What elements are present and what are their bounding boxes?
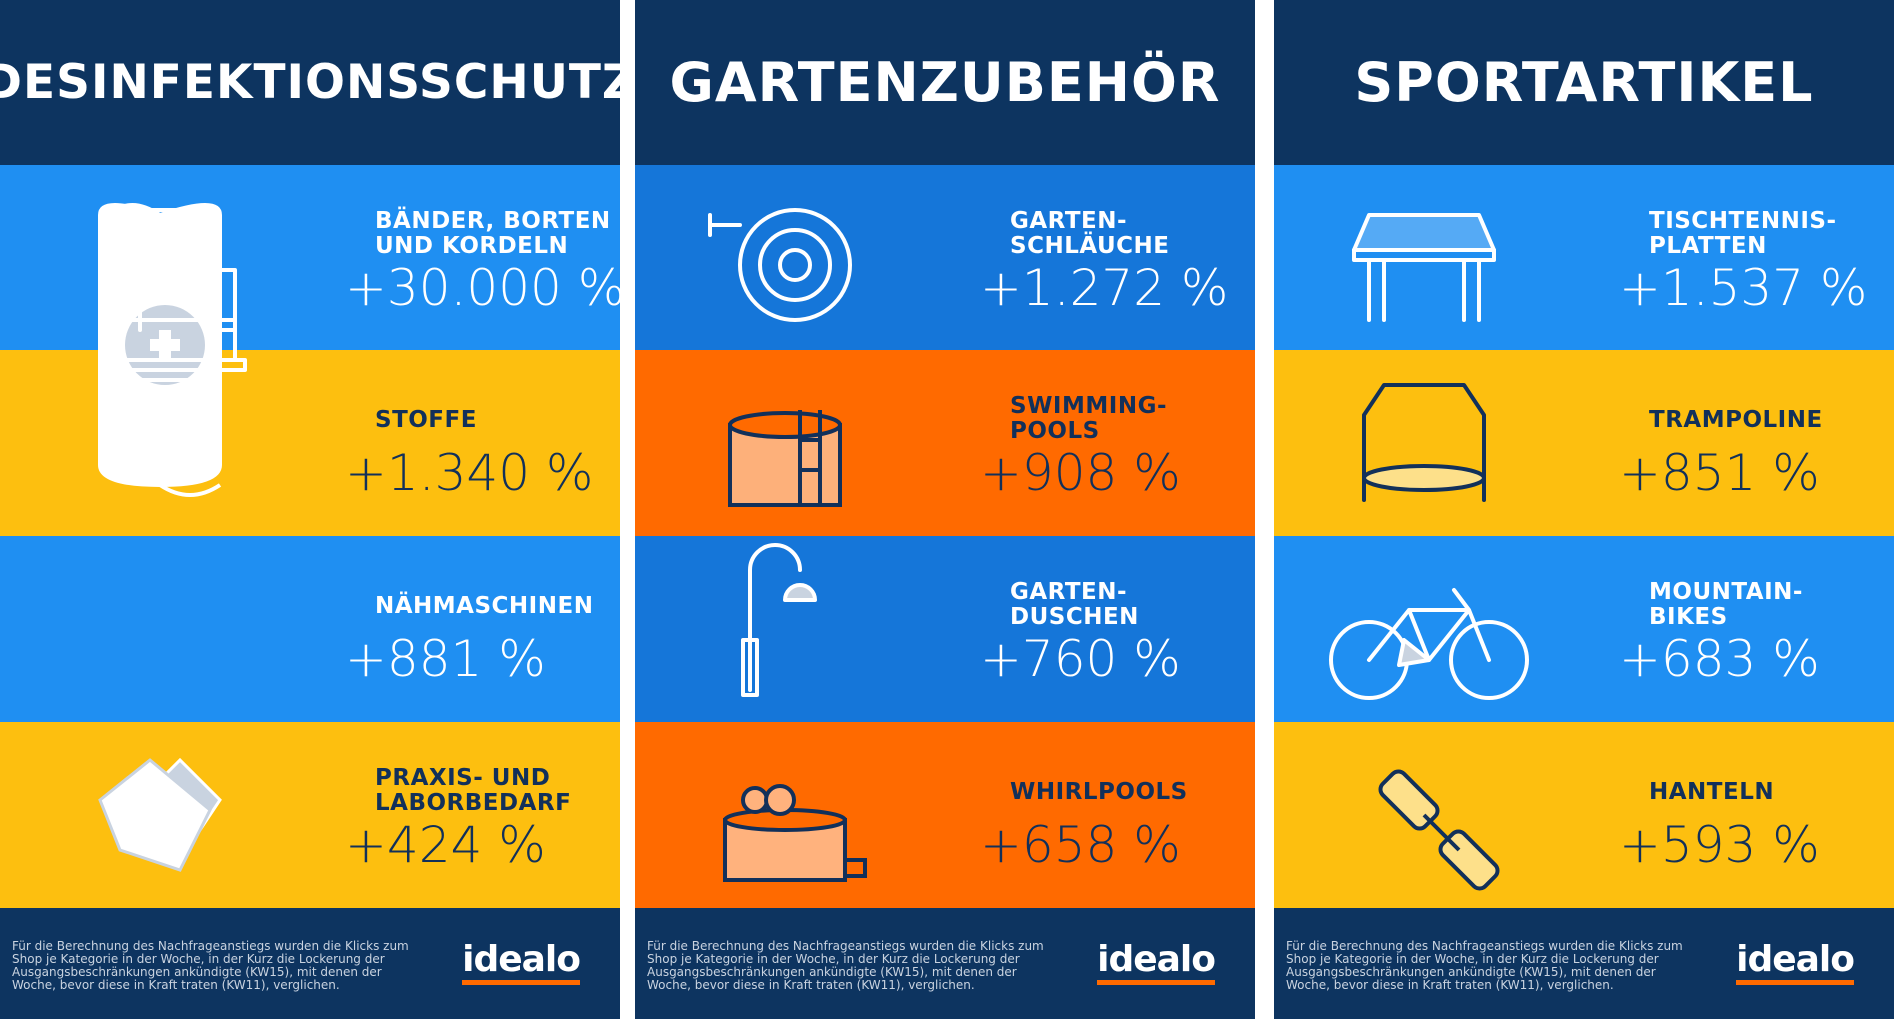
growth-value: +683 % bbox=[1619, 630, 1820, 688]
panel: SPORTARTIKEL TISCHTENNIS- PLATTEN +1.537 %… bbox=[1274, 0, 1894, 1019]
category-row: PRAXIS- UND LABORBEDARF +424 % bbox=[0, 722, 620, 908]
growth-value: +424 % bbox=[345, 816, 546, 874]
panel: DESINFEKTIONSSCHUTZ BÄNDER, BORTEN UND KO… bbox=[0, 0, 620, 1019]
category-label: GARTEN- SCHLÄUCHE bbox=[1010, 208, 1170, 259]
category-label: GARTEN- DUSCHEN bbox=[1010, 579, 1139, 630]
category-row: HANTELN +593 % bbox=[1274, 722, 1894, 908]
growth-value: +1.537 % bbox=[1619, 259, 1868, 317]
growth-value: +1.340 % bbox=[345, 444, 594, 502]
category-label: STOFFE bbox=[375, 407, 477, 433]
footnote: Für die Berechnung des Nachfrageanstiegs… bbox=[1286, 939, 1683, 992]
logo: idealo bbox=[1736, 940, 1855, 985]
growth-value: +1.272 % bbox=[980, 259, 1229, 317]
category-label: PRAXIS- UND LABORBEDARF bbox=[375, 765, 572, 816]
category-row: NÄHMASCHINEN +881 % bbox=[0, 536, 620, 722]
panel-title: SPORTARTIKEL bbox=[1354, 51, 1814, 114]
logo: idealo bbox=[462, 940, 581, 985]
growth-value: +851 % bbox=[1619, 444, 1820, 502]
category-label: TRAMPOLINE bbox=[1649, 407, 1823, 433]
growth-value: +908 % bbox=[980, 444, 1181, 502]
category-row: GARTEN- SCHLÄUCHE +1.272 % bbox=[635, 165, 1255, 351]
panel-title: DESINFEKTIONSSCHUTZ bbox=[0, 55, 620, 110]
category-label: TISCHTENNIS- PLATTEN bbox=[1649, 208, 1837, 259]
icons bbox=[1329, 213, 1529, 891]
logo: idealo bbox=[1097, 940, 1216, 985]
category-row: GARTEN- DUSCHEN +760 % bbox=[635, 536, 1255, 722]
category-label: MOUNTAIN- BIKES bbox=[1649, 579, 1803, 630]
footnote: Für die Berechnung des Nachfrageanstiegs… bbox=[647, 939, 1044, 992]
category-label: SWIMMING- POOLS bbox=[1010, 393, 1167, 444]
growth-value: +760 % bbox=[980, 630, 1181, 688]
category-row: MOUNTAIN- BIKES +683 % bbox=[1274, 536, 1894, 722]
icons bbox=[708, 208, 867, 882]
category-label: HANTELN bbox=[1649, 779, 1775, 805]
panel: GARTENZUBEHÖR GARTEN- SCHLÄUCHE +1.272 % SW… bbox=[635, 0, 1255, 1019]
growth-value: +881 % bbox=[345, 630, 546, 688]
footnote: Für die Berechnung des Nachfrageanstiegs… bbox=[12, 939, 409, 992]
category-label: NÄHMASCHINEN bbox=[375, 593, 594, 619]
growth-value: +658 % bbox=[980, 816, 1181, 874]
panel-title: GARTENZUBEHÖR bbox=[669, 51, 1221, 114]
growth-value: +30.000 % bbox=[345, 259, 620, 317]
growth-value: +593 % bbox=[1619, 816, 1820, 874]
icons bbox=[98, 203, 247, 872]
category-label: BÄNDER, BORTEN UND KORDELN bbox=[375, 208, 611, 259]
category-row: TRAMPOLINE +851 % bbox=[1274, 350, 1894, 536]
category-label: WHIRLPOOLS bbox=[1010, 779, 1188, 805]
